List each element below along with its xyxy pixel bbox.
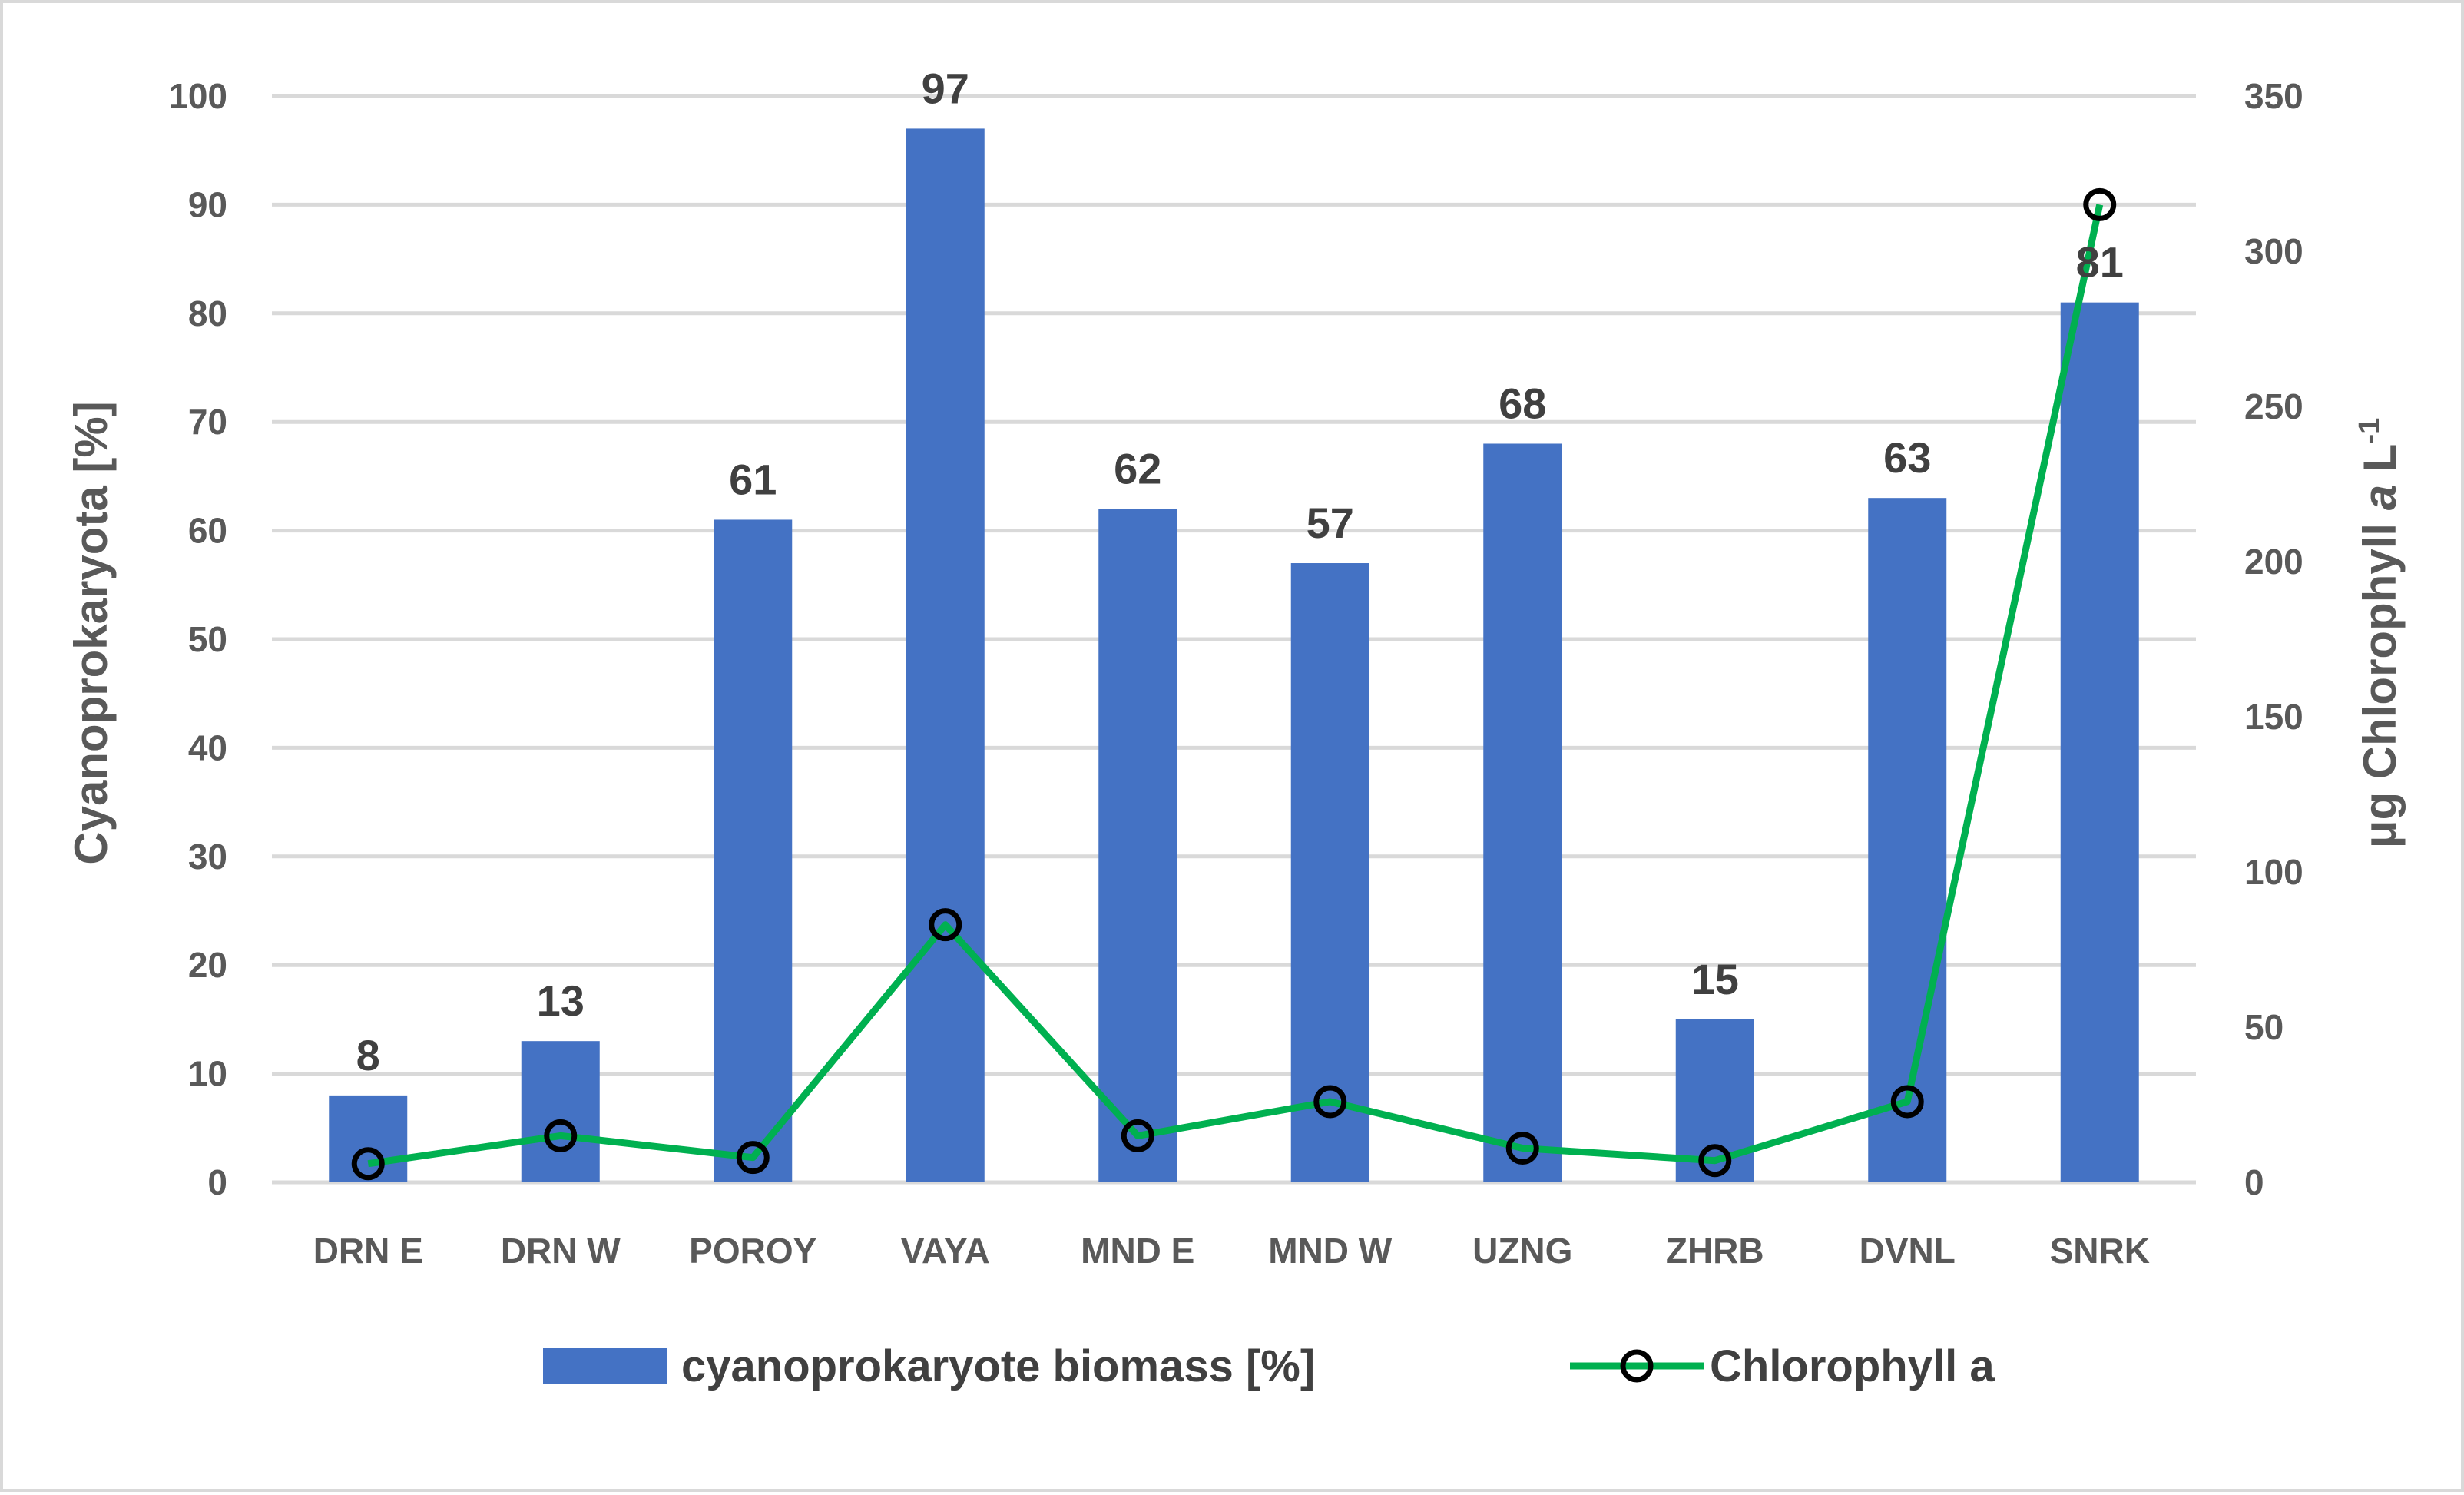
category-label: SNRK	[2050, 1231, 2150, 1271]
left-tick-label: 0	[207, 1162, 227, 1202]
chlorophyll-point	[351, 1147, 385, 1181]
bar-data-label: 63	[1883, 433, 1931, 482]
chlorophyll-point	[1313, 1085, 1347, 1119]
right-tick-label: 350	[2244, 76, 2303, 116]
right-tick-label: 250	[2244, 386, 2303, 426]
right-tick-label: 200	[2244, 542, 2303, 582]
right-tick-label: 150	[2244, 697, 2303, 737]
left-tick-label: 90	[188, 184, 227, 224]
data-labels: 8 13 61 97 62 57 68 15 63 81	[356, 64, 2124, 1079]
bar-drn-e	[329, 1095, 408, 1182]
legend-line-marker	[1620, 1349, 1654, 1383]
category-label: MND W	[1268, 1231, 1393, 1271]
axes: 0 10 20 30 40 50 60 70 80 90 100 0 50 100 150 200 250 300…	[168, 76, 2303, 1271]
chlorophyll-point	[1121, 1119, 1154, 1152]
left-tick-label: 70	[188, 402, 227, 442]
category-label: DVNL	[1860, 1231, 1956, 1271]
right-axis-title-sup: -1	[2353, 418, 2386, 444]
chlorophyll-point	[544, 1119, 578, 1152]
left-tick-label: 80	[188, 293, 227, 333]
left-axis-title: Cyanoprokaryota [%]	[65, 401, 117, 864]
chlorophyll-point	[1890, 1085, 1924, 1119]
left-tick-label: 10	[188, 1054, 227, 1094]
right-tick-label: 50	[2244, 1007, 2284, 1047]
chlorophyll-line	[367, 204, 2104, 1168]
chlorophyll-point	[1698, 1144, 1732, 1178]
bar-data-label: 13	[537, 976, 585, 1025]
left-tick-label: 20	[188, 945, 227, 985]
combo-chart: 8 13 61 97 62 57 68 15 63 81 0 10 20 30 40 50 60 70 80 90 1…	[65, 64, 2406, 1391]
right-axis-title-main: μg Chlorophyll	[2354, 510, 2406, 848]
chlorophyll-point	[736, 1141, 770, 1175]
right-axis-title: μg Chlorophyll a L-1	[2353, 418, 2406, 849]
right-axis-title-unit: L	[2354, 444, 2406, 485]
bar-data-label: 8	[356, 1031, 380, 1079]
bar-data-label: 81	[2076, 238, 2124, 287]
category-label: ZHRB	[1666, 1231, 1764, 1271]
category-label: DRN W	[501, 1231, 621, 1271]
right-tick-label: 100	[2244, 852, 2303, 892]
category-label: MND E	[1081, 1231, 1194, 1271]
right-tick-label: 300	[2244, 231, 2303, 271]
bar-data-label: 68	[1499, 379, 1546, 427]
left-tick-label: 50	[188, 619, 227, 659]
bar-drn-w	[521, 1041, 600, 1182]
bar-mnd-w	[1290, 563, 1369, 1182]
bar-data-label: 15	[1691, 955, 1739, 1003]
bar-snrk	[2060, 302, 2139, 1182]
bar-data-label: 97	[922, 64, 969, 112]
bar-data-label: 62	[1114, 444, 1161, 492]
line-series	[351, 187, 2117, 1181]
left-tick-label: 100	[168, 76, 227, 116]
legend-bar-label: cyanoprokaryote biomass [%]	[681, 1341, 1315, 1391]
bar-vaya	[906, 128, 985, 1182]
right-tick-label: 0	[2244, 1162, 2264, 1202]
chlorophyll-point	[929, 908, 962, 942]
bar-series	[329, 128, 2139, 1182]
chlorophyll-point	[2083, 187, 2117, 221]
bar-data-label: 61	[729, 455, 777, 503]
left-tick-label: 40	[188, 728, 227, 767]
category-label: POROY	[689, 1231, 816, 1271]
legend-line-label: Chlorophyll a	[1710, 1341, 1995, 1391]
bar-dvnl	[1868, 498, 1947, 1182]
legend: cyanoprokaryote biomass [%] Chlorophyll …	[543, 1341, 1995, 1391]
category-label: UZNG	[1472, 1231, 1572, 1271]
left-tick-label: 60	[188, 511, 227, 551]
right-axis-title-italic: a	[2354, 485, 2406, 510]
bar-data-label: 57	[1307, 499, 1354, 547]
category-label: DRN E	[313, 1231, 423, 1271]
left-tick-label: 30	[188, 837, 227, 877]
bar-poroy	[714, 519, 793, 1182]
bar-uzng	[1483, 443, 1562, 1182]
legend-bar-swatch	[543, 1348, 667, 1384]
category-label: VAYA	[901, 1231, 990, 1271]
bar-mnd-e	[1098, 509, 1177, 1182]
chlorophyll-point	[1505, 1132, 1539, 1165]
